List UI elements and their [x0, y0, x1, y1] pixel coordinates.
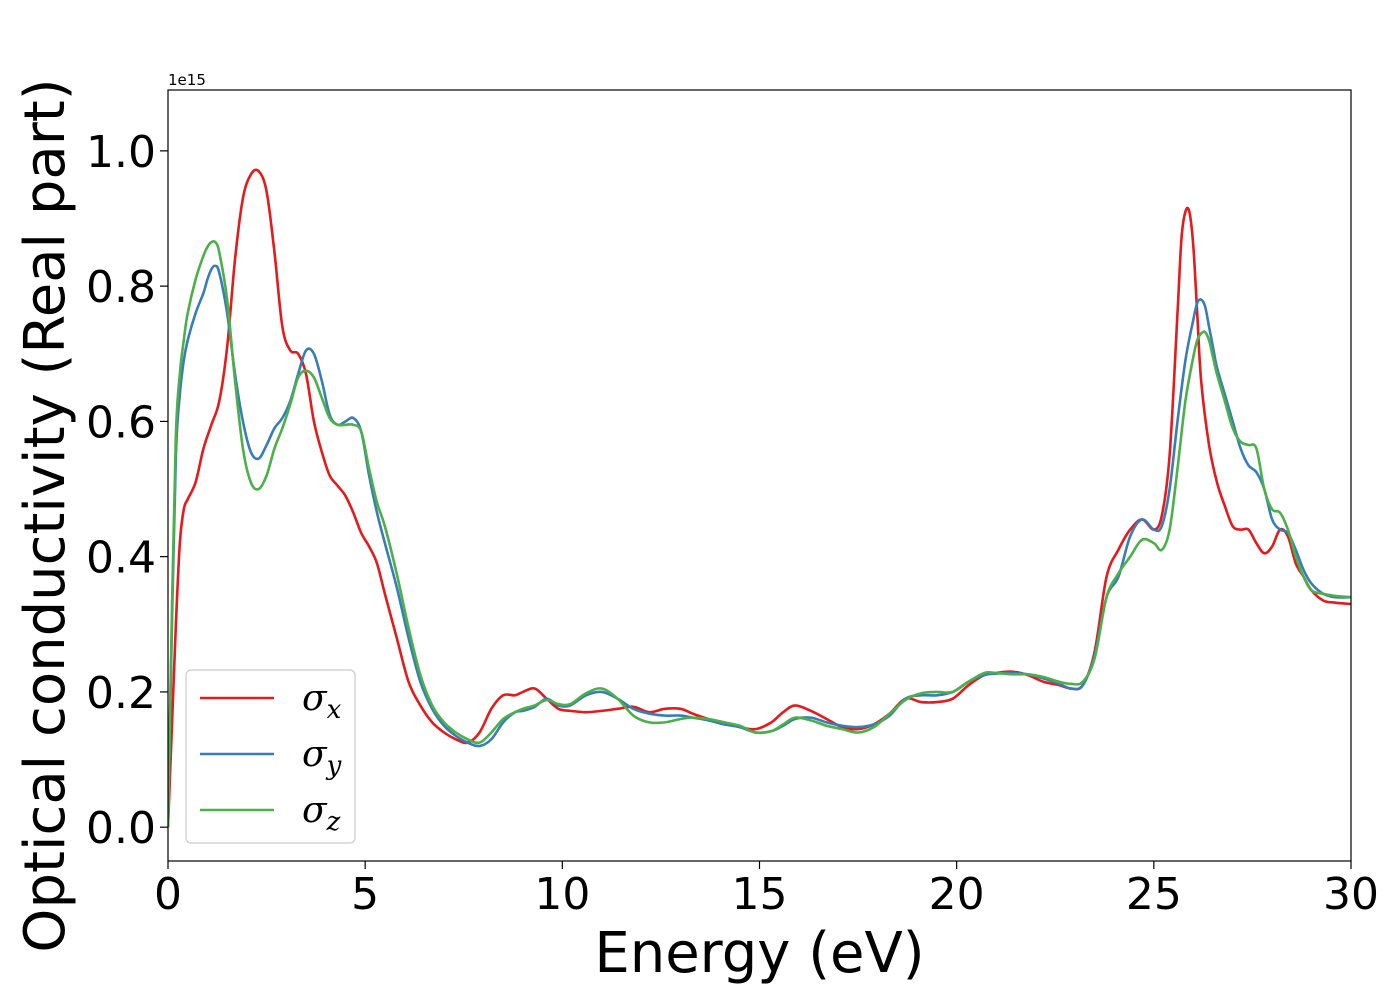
x-tick-label: 25 — [1126, 869, 1182, 920]
legend-label-z: σz — [302, 790, 341, 837]
legend-label-x: σx — [302, 678, 342, 725]
y-tick-label: 0.0 — [86, 803, 156, 854]
x-tick-label: 15 — [732, 869, 788, 920]
y-tick-label: 0.6 — [86, 397, 156, 448]
x-tick-label: 30 — [1323, 869, 1379, 920]
series-layer — [168, 168, 1351, 828]
y-axis-label: Optical conductivity (Real part) — [13, 78, 78, 952]
x-tick-label: 20 — [929, 869, 985, 920]
y-tick-label: 1.0 — [86, 127, 156, 178]
y-offset-label: 1e15 — [168, 71, 206, 89]
legend: σx σy σz — [185, 669, 356, 844]
axes-layer: 0 5 10 15 20 25 30 0.0 0.2 0.4 0.6 0.8 1.0 1e15 Energy… — [13, 71, 1379, 986]
legend-box — [185, 669, 356, 844]
x-tick-label: 5 — [351, 869, 379, 920]
y-tick-label: 0.4 — [86, 533, 156, 584]
x-tick-label: 10 — [534, 869, 590, 920]
x-tick-label: 0 — [154, 869, 182, 920]
y-tick-label: 0.8 — [86, 262, 156, 313]
series-line-z — [168, 239, 1351, 828]
y-tick-label: 0.2 — [86, 668, 156, 719]
x-axis-label: Energy (eV) — [594, 921, 924, 986]
legend-label-y: σy — [302, 734, 342, 781]
